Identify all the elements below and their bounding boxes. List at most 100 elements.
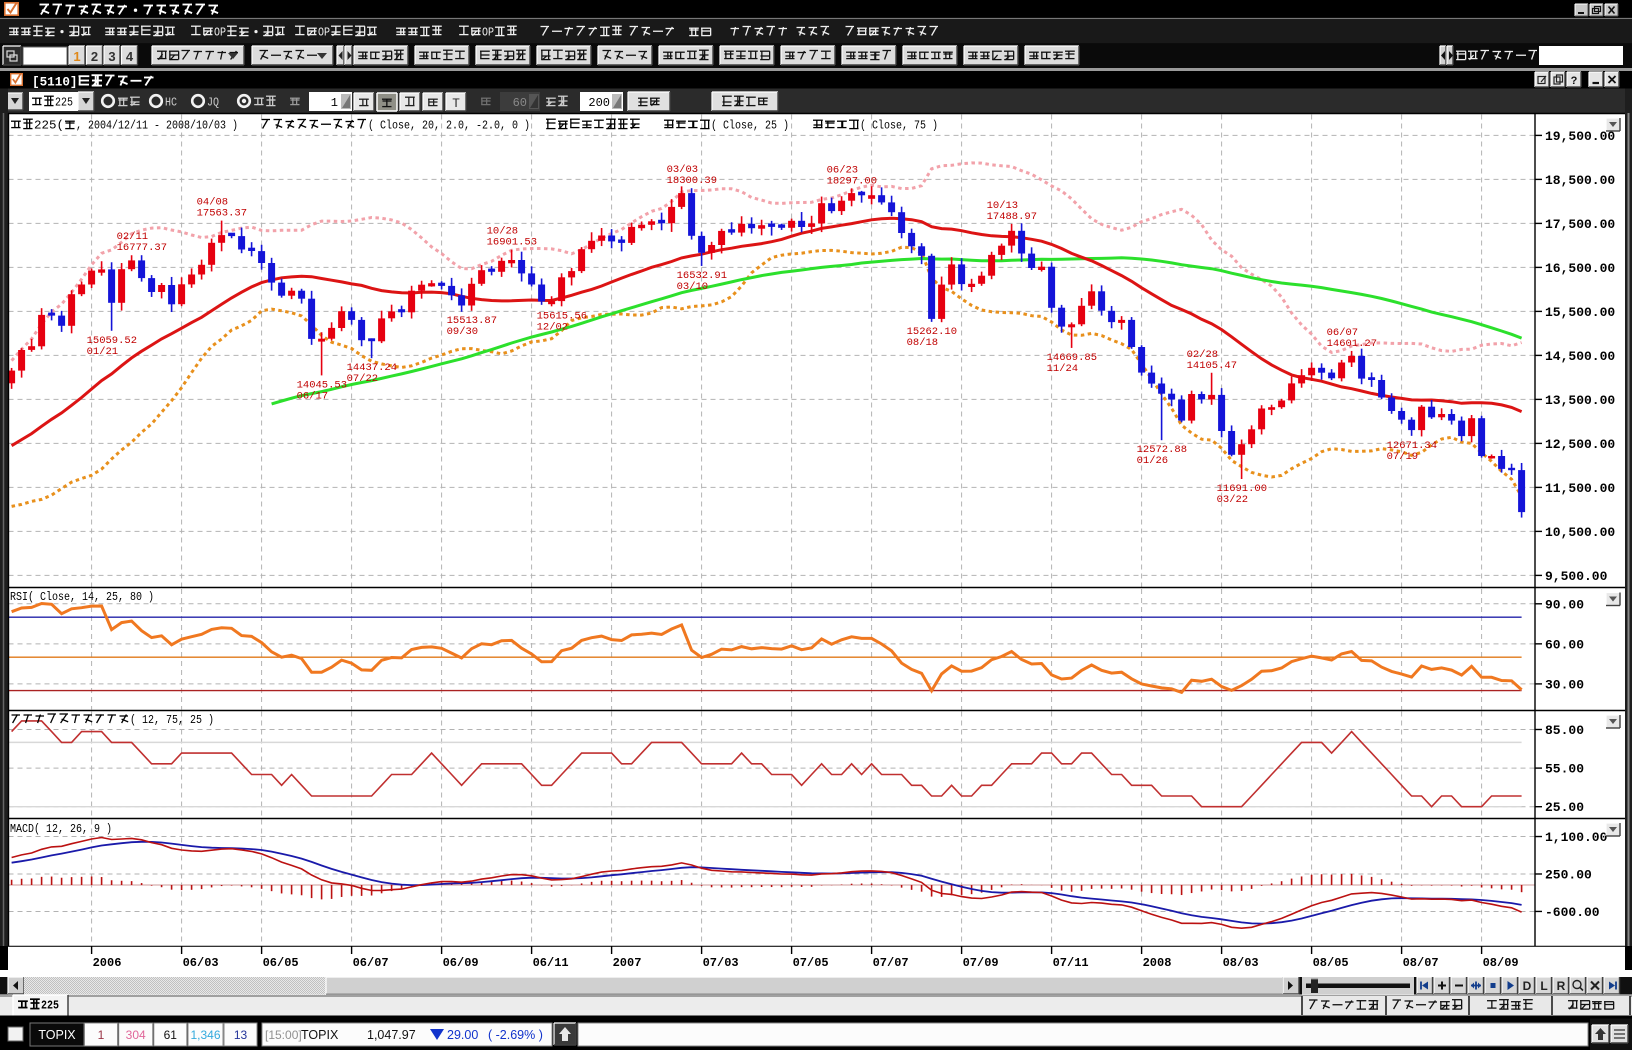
svg-text:9,500.00: 9,500.00 <box>1545 569 1608 584</box>
svg-text:OP: OP <box>214 26 226 40</box>
svg-text:TOPIX: TOPIX <box>301 1028 339 1042</box>
svg-text:12/02: 12/02 <box>537 321 569 333</box>
svg-text:18300.39: 18300.39 <box>667 175 717 187</box>
svg-text:10,500.00: 10,500.00 <box>1545 525 1615 540</box>
svg-text:10/28: 10/28 <box>487 226 519 238</box>
svg-text:11691.00: 11691.00 <box>1217 483 1267 495</box>
svg-text:06/17: 06/17 <box>297 390 329 402</box>
svg-text:17488.97: 17488.97 <box>987 211 1037 223</box>
svg-text:61: 61 <box>164 1028 178 1042</box>
svg-text:03/03: 03/03 <box>667 164 699 176</box>
svg-text:18297.00: 18297.00 <box>827 175 877 187</box>
svg-text:06/03: 06/03 <box>183 956 219 970</box>
svg-text:2: 2 <box>91 49 98 64</box>
svg-text:16901.53: 16901.53 <box>487 237 537 249</box>
svg-text:2006: 2006 <box>93 956 122 970</box>
svg-text:304: 304 <box>126 1028 146 1042</box>
svg-text:RSI( Close, 14, 25, 80 ): RSI( Close, 14, 25, 80 ) <box>10 590 154 604</box>
svg-text:18,500.00: 18,500.00 <box>1545 173 1615 188</box>
svg-text:06/07: 06/07 <box>1327 327 1359 339</box>
svg-text:10/13: 10/13 <box>987 200 1019 212</box>
svg-text:D: D <box>1523 979 1532 993</box>
svg-text:11,500.00: 11,500.00 <box>1545 481 1615 496</box>
svg-text:16777.37: 16777.37 <box>117 242 167 254</box>
svg-text:[5110]: [5110] <box>32 75 78 90</box>
svg-text:14437.24: 14437.24 <box>347 362 397 374</box>
svg-text:85.00: 85.00 <box>1545 723 1584 738</box>
svg-text:09/30: 09/30 <box>447 326 479 338</box>
svg-text:25.00: 25.00 <box>1545 800 1584 815</box>
svg-text:4: 4 <box>126 49 134 64</box>
svg-text:[15:00]: [15:00] <box>265 1028 302 1042</box>
svg-text:08/05: 08/05 <box>1313 956 1349 970</box>
svg-text:06/11: 06/11 <box>533 956 569 970</box>
svg-text:2008: 2008 <box>1143 956 1172 970</box>
svg-text:15059.52: 15059.52 <box>87 335 137 347</box>
svg-text:14669.85: 14669.85 <box>1047 352 1097 364</box>
svg-text:07/05: 07/05 <box>793 956 829 970</box>
svg-text:1: 1 <box>98 1028 105 1042</box>
svg-text:OP: OP <box>482 26 494 40</box>
svg-text:R: R <box>1557 979 1566 993</box>
svg-text:08/07: 08/07 <box>1403 956 1439 970</box>
svg-text:-600.00: -600.00 <box>1545 905 1600 920</box>
svg-text:03/10: 03/10 <box>677 281 709 293</box>
svg-text:15513.87: 15513.87 <box>447 315 497 327</box>
svg-text:06/07: 06/07 <box>353 956 389 970</box>
svg-text:15262.10: 15262.10 <box>907 326 957 338</box>
svg-text:JQ: JQ <box>207 96 219 110</box>
svg-text:90.00: 90.00 <box>1545 597 1584 612</box>
svg-text:08/18: 08/18 <box>907 337 939 349</box>
svg-text:TOPIX: TOPIX <box>38 1028 76 1042</box>
svg-text:01/26: 01/26 <box>1137 455 1169 467</box>
svg-text:08/03: 08/03 <box>1223 956 1259 970</box>
svg-text:3: 3 <box>108 49 115 64</box>
svg-text:16532.91: 16532.91 <box>677 270 727 282</box>
svg-text:07/11: 07/11 <box>1053 956 1089 970</box>
svg-text:( Close, 75 ): ( Close, 75 ) <box>860 119 938 133</box>
svg-text:15615.56: 15615.56 <box>537 310 587 322</box>
svg-text:1: 1 <box>331 96 338 110</box>
svg-text:07/03: 07/03 <box>703 956 739 970</box>
svg-text:01/21: 01/21 <box>87 346 119 358</box>
svg-text:14105.47: 14105.47 <box>1187 360 1237 372</box>
svg-text:17,500.00: 17,500.00 <box>1545 217 1615 232</box>
svg-text:07/07: 07/07 <box>873 956 909 970</box>
svg-text:07/22: 07/22 <box>347 373 379 385</box>
svg-text:08/09: 08/09 <box>1483 956 1519 970</box>
svg-text:?: ? <box>1571 75 1578 87</box>
svg-text:1: 1 <box>73 49 80 64</box>
svg-text:14601.27: 14601.27 <box>1327 338 1377 350</box>
svg-text:1,047.97: 1,047.97 <box>367 1028 416 1042</box>
svg-text:OP: OP <box>318 26 330 40</box>
svg-text:55.00: 55.00 <box>1545 762 1584 777</box>
svg-text:02/28: 02/28 <box>1187 349 1219 361</box>
svg-text:06/09: 06/09 <box>443 956 479 970</box>
svg-text:02/11: 02/11 <box>117 231 149 243</box>
svg-text:225: 225 <box>55 96 73 110</box>
svg-text:16,500.00: 16,500.00 <box>1545 261 1615 276</box>
svg-text:( -2.69% ): ( -2.69% ) <box>488 1028 543 1042</box>
svg-text:13,500.00: 13,500.00 <box>1545 393 1615 408</box>
svg-text:1,346: 1,346 <box>190 1028 220 1042</box>
svg-text:06/05: 06/05 <box>263 956 299 970</box>
svg-text:L: L <box>1540 979 1547 993</box>
svg-text:07/19: 07/19 <box>1387 451 1419 463</box>
svg-text:( Close, 20, 2.0, -2.0, 0 ): ( Close, 20, 2.0, -2.0, 0 ) <box>368 119 530 133</box>
svg-text:( 12, 75, 25 ): ( 12, 75, 25 ) <box>130 713 214 727</box>
svg-text:225: 225 <box>41 999 59 1013</box>
svg-text:MACD( 12, 26, 9 ): MACD( 12, 26, 9 ) <box>10 822 112 836</box>
svg-text:19,500.00: 19,500.00 <box>1545 129 1615 144</box>
svg-text:200: 200 <box>588 96 610 110</box>
svg-text:60.00: 60.00 <box>1545 637 1584 652</box>
svg-text:( Close, 25 ): ( Close, 25 ) <box>711 119 789 133</box>
svg-text:250.00: 250.00 <box>1545 868 1592 883</box>
svg-text:29.00: 29.00 <box>447 1028 478 1042</box>
svg-text:, 2004/12/11 - 2008/10/03 ): , 2004/12/11 - 2008/10/03 ) <box>76 119 238 133</box>
svg-text:12,500.00: 12,500.00 <box>1545 437 1615 452</box>
svg-text:17563.37: 17563.37 <box>197 208 247 220</box>
svg-text:2007: 2007 <box>613 956 642 970</box>
svg-text:30.00: 30.00 <box>1545 677 1584 692</box>
svg-text:07/09: 07/09 <box>963 956 999 970</box>
svg-text:HC: HC <box>165 96 177 110</box>
